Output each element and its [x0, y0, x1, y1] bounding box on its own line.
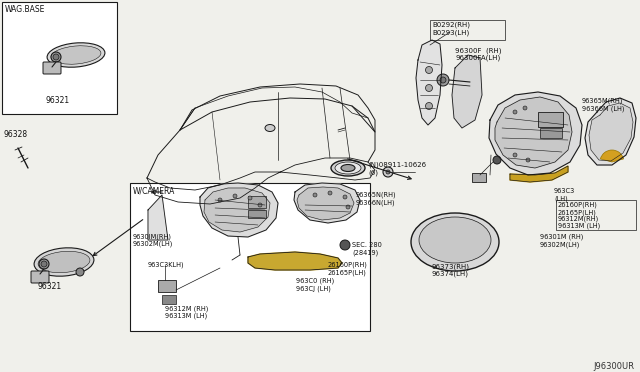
Circle shape	[41, 261, 47, 267]
Circle shape	[513, 153, 517, 157]
Circle shape	[328, 191, 332, 195]
Bar	[472, 173, 486, 182]
Text: 96365M(RH)
96366M (LH): 96365M(RH) 96366M (LH)	[582, 98, 625, 112]
Circle shape	[426, 84, 433, 92]
Text: 26160P(RH)
26165P(LH): 26160P(RH) 26165P(LH)	[558, 202, 598, 216]
Ellipse shape	[341, 164, 355, 171]
Polygon shape	[495, 97, 572, 168]
Polygon shape	[416, 40, 442, 125]
Bar	[556, 200, 636, 230]
Text: 9630lM(RH)
96302M(LH): 9630lM(RH) 96302M(LH)	[133, 233, 173, 247]
Polygon shape	[589, 103, 633, 161]
Bar	[158, 280, 176, 292]
Bar	[248, 210, 266, 218]
Polygon shape	[204, 188, 270, 232]
Polygon shape	[294, 183, 360, 223]
Circle shape	[493, 156, 501, 164]
Text: W/CAMERA: W/CAMERA	[133, 186, 175, 195]
Circle shape	[53, 54, 59, 60]
Text: 96300F  (RH)
96300FA(LH): 96300F (RH) 96300FA(LH)	[455, 47, 502, 61]
Circle shape	[248, 196, 252, 200]
Ellipse shape	[331, 160, 365, 176]
Circle shape	[343, 195, 347, 199]
Polygon shape	[297, 187, 354, 220]
Text: 26160P(RH)
26165P(LH): 26160P(RH) 26165P(LH)	[328, 262, 368, 276]
Ellipse shape	[34, 248, 94, 276]
Text: 96328: 96328	[4, 130, 28, 139]
Circle shape	[386, 170, 390, 174]
Text: 963C0 (RH)
963CJ (LH): 963C0 (RH) 963CJ (LH)	[296, 278, 334, 292]
Circle shape	[340, 240, 350, 250]
Bar	[2, 2, 117, 114]
Circle shape	[426, 67, 433, 74]
Text: 96365N(RH)
96366N(LH): 96365N(RH) 96366N(LH)	[356, 192, 397, 206]
Text: 963C3KLH): 963C3KLH)	[148, 262, 184, 269]
Ellipse shape	[47, 43, 105, 67]
Ellipse shape	[265, 125, 275, 131]
Bar	[540, 128, 562, 138]
Text: 96312M(RH)
96313M (LH): 96312M(RH) 96313M (LH)	[558, 215, 600, 229]
Polygon shape	[200, 183, 278, 237]
Polygon shape	[489, 92, 582, 175]
Text: 96373(RH)
96374(LH): 96373(RH) 96374(LH)	[432, 263, 470, 277]
Text: 96321: 96321	[38, 282, 62, 291]
Circle shape	[233, 194, 237, 198]
Bar	[130, 183, 370, 331]
Text: 96321: 96321	[46, 96, 70, 105]
Circle shape	[313, 193, 317, 197]
Circle shape	[426, 103, 433, 109]
Bar	[538, 112, 563, 127]
Polygon shape	[148, 195, 168, 240]
Text: SEC. 280
(28419): SEC. 280 (28419)	[352, 242, 382, 256]
Polygon shape	[452, 55, 482, 128]
Bar	[248, 196, 266, 208]
Text: WAG.BASE: WAG.BASE	[5, 5, 45, 14]
Circle shape	[51, 52, 61, 62]
Wedge shape	[600, 150, 623, 162]
Polygon shape	[248, 252, 342, 270]
Circle shape	[39, 259, 49, 269]
FancyBboxPatch shape	[31, 271, 49, 283]
Ellipse shape	[51, 46, 101, 64]
Circle shape	[258, 203, 262, 207]
Text: J96300UR: J96300UR	[593, 362, 634, 371]
Ellipse shape	[419, 217, 491, 263]
Circle shape	[76, 268, 84, 276]
Text: 96301M (RH)
96302M(LH): 96301M (RH) 96302M(LH)	[540, 234, 584, 248]
Bar	[430, 20, 505, 40]
Circle shape	[437, 74, 449, 86]
Text: B0292(RH)
B0293(LH): B0292(RH) B0293(LH)	[432, 22, 470, 36]
Text: (N)08911-10626
(6): (N)08911-10626 (6)	[368, 162, 426, 176]
Bar	[162, 295, 176, 304]
Ellipse shape	[192, 193, 208, 201]
Circle shape	[523, 106, 527, 110]
Ellipse shape	[186, 190, 214, 204]
Ellipse shape	[411, 213, 499, 271]
Circle shape	[218, 198, 222, 202]
Polygon shape	[585, 98, 636, 165]
Circle shape	[513, 110, 517, 114]
Text: 963C3
(LH): 963C3 (LH)	[554, 188, 575, 202]
Text: 96312M (RH)
96313M (LH): 96312M (RH) 96313M (LH)	[165, 305, 209, 319]
Circle shape	[346, 205, 350, 209]
Circle shape	[383, 167, 393, 177]
Ellipse shape	[335, 162, 361, 174]
Circle shape	[526, 158, 530, 162]
Ellipse shape	[181, 188, 219, 206]
Ellipse shape	[38, 251, 90, 273]
Polygon shape	[510, 166, 568, 182]
FancyBboxPatch shape	[43, 62, 61, 74]
Circle shape	[440, 77, 446, 83]
